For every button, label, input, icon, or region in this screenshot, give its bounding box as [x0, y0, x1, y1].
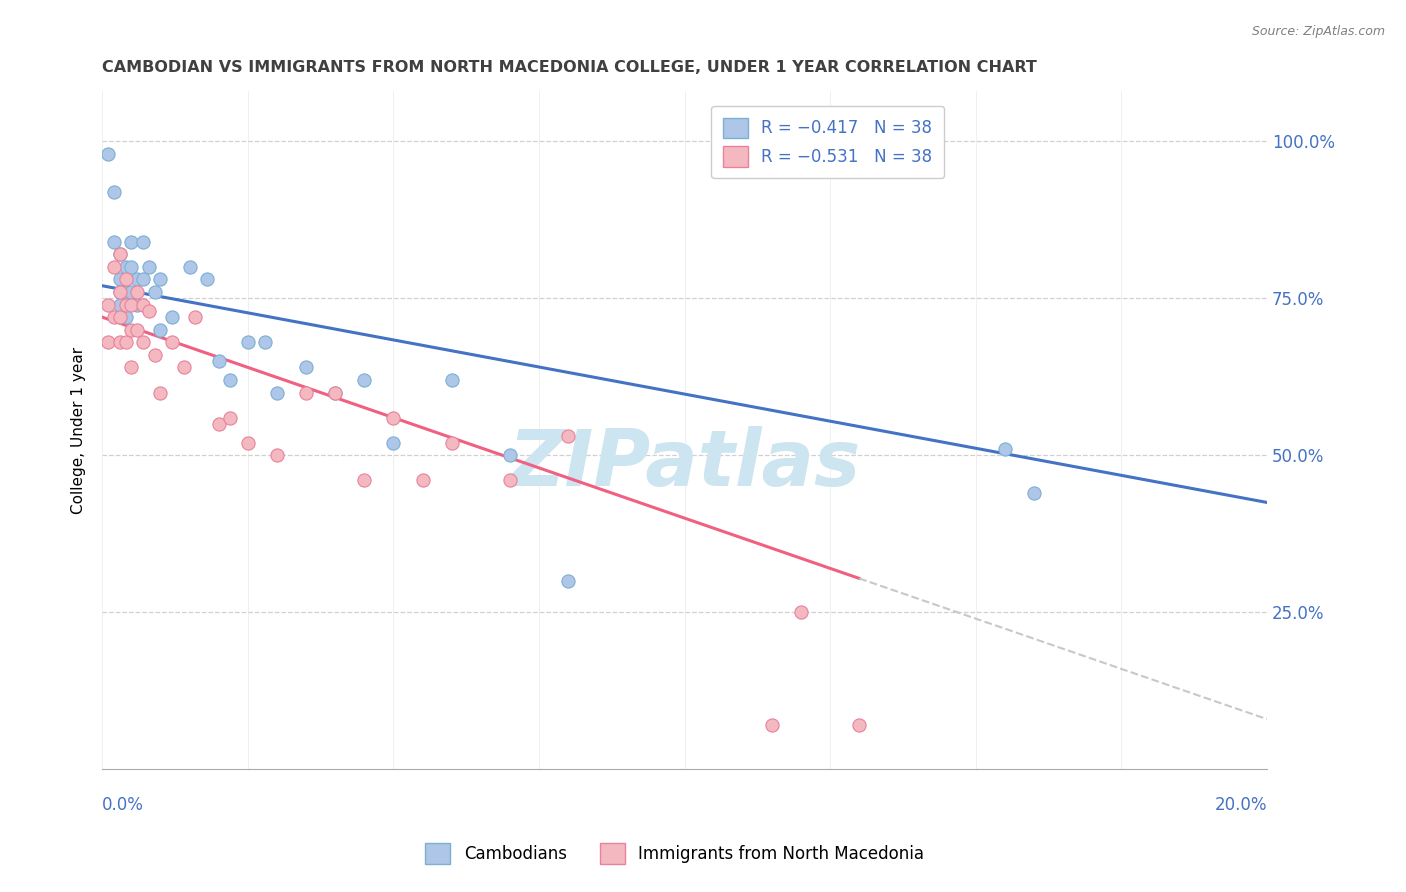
- Y-axis label: College, Under 1 year: College, Under 1 year: [72, 347, 86, 514]
- Point: [219, 373, 242, 387]
- Point: [120, 260, 142, 274]
- Point: [108, 272, 131, 286]
- Point: [103, 235, 125, 249]
- Point: [382, 435, 405, 450]
- Point: [120, 323, 142, 337]
- Point: [108, 285, 131, 299]
- Point: [179, 260, 201, 274]
- Point: [149, 385, 172, 400]
- Point: [499, 448, 522, 462]
- Point: [353, 474, 375, 488]
- Point: [114, 285, 136, 299]
- Legend: R = −0.417   N = 38, R = −0.531   N = 38: R = −0.417 N = 38, R = −0.531 N = 38: [711, 106, 943, 178]
- Point: [97, 146, 120, 161]
- Point: [254, 335, 277, 350]
- Point: [160, 335, 183, 350]
- Point: [149, 272, 172, 286]
- Point: [127, 297, 149, 311]
- Point: [382, 410, 405, 425]
- Point: [114, 272, 136, 286]
- Point: [127, 323, 149, 337]
- Point: [195, 272, 218, 286]
- Point: [557, 429, 579, 443]
- Point: [208, 354, 231, 368]
- Point: [323, 385, 346, 400]
- Point: [143, 348, 166, 362]
- Point: [295, 385, 318, 400]
- Point: [108, 335, 131, 350]
- Point: [108, 310, 131, 325]
- Point: [108, 247, 131, 261]
- Point: [323, 385, 346, 400]
- Point: [353, 373, 375, 387]
- Point: [132, 335, 155, 350]
- Point: [114, 310, 136, 325]
- Point: [143, 285, 166, 299]
- Point: [499, 474, 522, 488]
- Point: [120, 235, 142, 249]
- Point: [994, 442, 1017, 456]
- Point: [132, 235, 155, 249]
- Point: [103, 260, 125, 274]
- Point: [208, 417, 231, 431]
- Point: [132, 297, 155, 311]
- Point: [149, 323, 172, 337]
- Point: [114, 260, 136, 274]
- Point: [1022, 486, 1045, 500]
- Text: ZIPatlas: ZIPatlas: [509, 426, 860, 502]
- Point: [440, 373, 463, 387]
- Text: CAMBODIAN VS IMMIGRANTS FROM NORTH MACEDONIA COLLEGE, UNDER 1 YEAR CORRELATION C: CAMBODIAN VS IMMIGRANTS FROM NORTH MACED…: [103, 60, 1038, 75]
- Text: 0.0%: 0.0%: [103, 796, 143, 814]
- Point: [103, 185, 125, 199]
- Point: [97, 335, 120, 350]
- Point: [108, 247, 131, 261]
- Point: [440, 435, 463, 450]
- Point: [127, 285, 149, 299]
- Legend: Cambodians, Immigrants from North Macedonia: Cambodians, Immigrants from North Macedo…: [419, 837, 931, 871]
- Point: [236, 435, 259, 450]
- Point: [557, 574, 579, 588]
- Point: [848, 718, 870, 732]
- Point: [103, 310, 125, 325]
- Point: [160, 310, 183, 325]
- Text: 20.0%: 20.0%: [1215, 796, 1267, 814]
- Point: [132, 272, 155, 286]
- Point: [761, 718, 783, 732]
- Point: [108, 285, 131, 299]
- Point: [138, 260, 160, 274]
- Point: [114, 335, 136, 350]
- Point: [411, 474, 433, 488]
- Point: [790, 605, 813, 619]
- Point: [108, 297, 131, 311]
- Point: [97, 297, 120, 311]
- Point: [120, 285, 142, 299]
- Point: [184, 310, 207, 325]
- Point: [120, 297, 142, 311]
- Point: [266, 385, 288, 400]
- Point: [173, 360, 195, 375]
- Point: [138, 304, 160, 318]
- Point: [127, 272, 149, 286]
- Point: [295, 360, 318, 375]
- Point: [219, 410, 242, 425]
- Point: [114, 297, 136, 311]
- Point: [236, 335, 259, 350]
- Point: [266, 448, 288, 462]
- Text: Source: ZipAtlas.com: Source: ZipAtlas.com: [1251, 25, 1385, 38]
- Point: [120, 360, 142, 375]
